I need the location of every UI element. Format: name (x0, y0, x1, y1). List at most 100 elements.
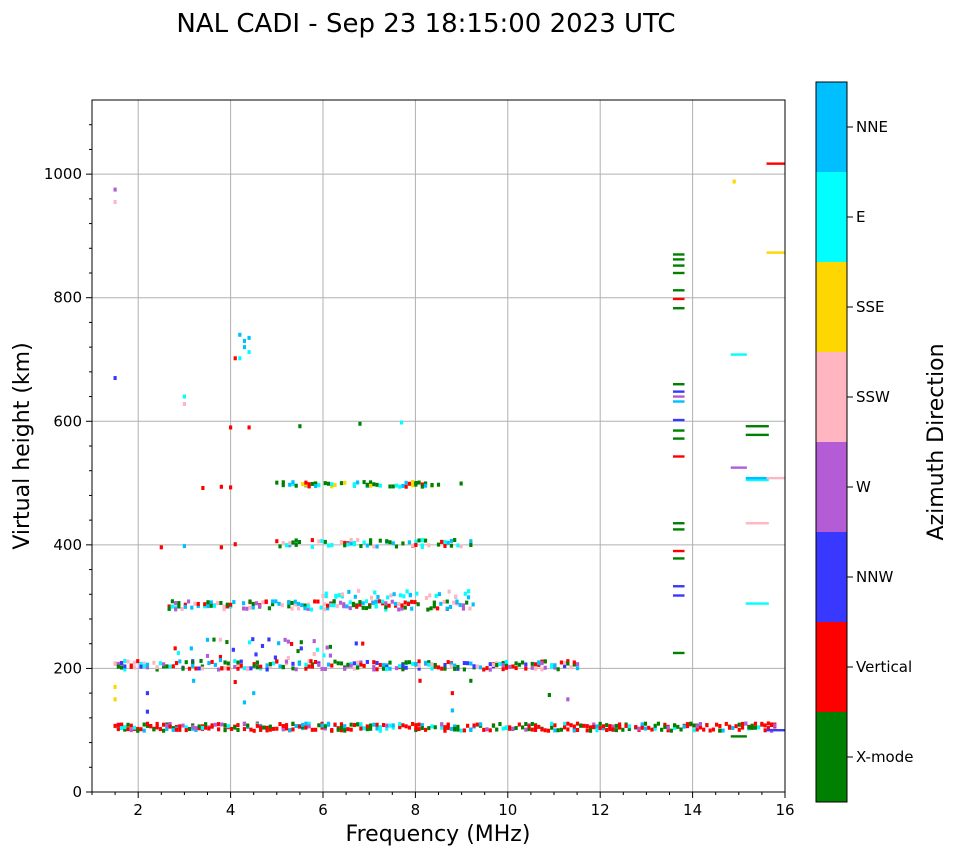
echo-point (592, 722, 596, 727)
echo-point (766, 726, 770, 731)
echo-point (274, 599, 278, 604)
echo-point (342, 602, 346, 607)
echo-point (533, 724, 538, 729)
echo-point (275, 726, 279, 731)
echo-point (770, 723, 774, 728)
echo-point (145, 691, 150, 696)
echo-point (449, 726, 454, 731)
echo-point (368, 723, 373, 728)
echo-point (178, 659, 182, 664)
echo-point (420, 723, 424, 728)
echo-point (351, 601, 356, 606)
plot-background (92, 100, 785, 792)
echo-point (501, 726, 505, 731)
echo-point (423, 538, 428, 543)
echo-point (430, 724, 434, 729)
echo-point (167, 606, 171, 611)
echo-point (388, 666, 392, 671)
echo-point (734, 724, 738, 729)
echo-point (218, 654, 223, 659)
echo-point (126, 659, 130, 664)
echo-point (309, 607, 314, 612)
echo-point (553, 723, 557, 728)
echo-point (220, 666, 224, 671)
echo-point (423, 483, 428, 488)
echo-point (358, 600, 362, 605)
echo-point (420, 726, 424, 731)
echo-point (278, 722, 282, 727)
echo-point (296, 601, 301, 606)
y-tick-label: 800 (53, 289, 82, 307)
echo-point (433, 662, 437, 667)
echo-point (315, 647, 320, 652)
echo-point (348, 600, 352, 605)
echo-point (290, 606, 294, 611)
echo-point (284, 723, 289, 728)
echo-point (504, 659, 509, 664)
echo-point (209, 600, 213, 605)
echo-point (241, 606, 246, 611)
echo-point (553, 728, 557, 733)
colorbar-segment (816, 442, 847, 532)
echo-point (453, 724, 457, 729)
echo-point (465, 600, 469, 605)
echo-point (321, 593, 325, 598)
echo-point (294, 540, 298, 545)
echo-point (445, 599, 449, 604)
echo-point (126, 722, 130, 727)
echo-point (352, 722, 357, 727)
echo-point (466, 595, 471, 600)
echo-point (242, 721, 247, 726)
colorbar-category-label: W (856, 478, 871, 496)
echo-point (469, 661, 473, 666)
echo-point (385, 664, 389, 669)
echo-point (142, 664, 146, 669)
echo-point (265, 667, 269, 672)
echo-point (459, 728, 463, 733)
echo-point (437, 592, 442, 597)
echo-point (288, 543, 292, 548)
echo-point (618, 724, 622, 729)
echo-point (297, 540, 302, 545)
echo-trace (672, 395, 685, 398)
echo-point (307, 724, 311, 729)
echo-point (400, 606, 404, 611)
echo-point (472, 664, 476, 669)
echo-point (310, 544, 314, 549)
echo-point (757, 725, 761, 730)
echo-point (501, 667, 505, 672)
echo-point (391, 723, 395, 728)
echo-point (206, 600, 210, 605)
echo-point (449, 543, 454, 548)
echo-point (294, 483, 298, 488)
echo-trace (672, 289, 685, 292)
echo-point (268, 727, 272, 732)
x-tick-label: 8 (411, 801, 421, 819)
echo-point (223, 728, 227, 733)
echo-point (750, 723, 754, 728)
echo-point (715, 722, 719, 727)
echo-point (343, 726, 347, 731)
echo-point (123, 727, 127, 732)
echo-point (468, 606, 472, 611)
echo-point (384, 601, 388, 606)
echo-point (389, 593, 393, 598)
echo-point (391, 484, 395, 489)
echo-point (466, 661, 470, 666)
echo-point (330, 484, 334, 489)
echo-point (116, 664, 120, 669)
echo-point (328, 653, 332, 658)
echo-point (260, 643, 265, 648)
echo-trace (672, 258, 685, 261)
echo-point (262, 725, 266, 730)
echo-point (271, 726, 276, 731)
echo-point (216, 667, 221, 672)
echo-point (326, 662, 331, 667)
echo-point (259, 727, 263, 732)
echo-point (404, 480, 408, 485)
echo-point (391, 541, 395, 546)
echo-point (301, 482, 305, 487)
echo-point (330, 663, 334, 668)
echo-point (732, 179, 736, 184)
y-tick-label: 400 (53, 536, 82, 554)
